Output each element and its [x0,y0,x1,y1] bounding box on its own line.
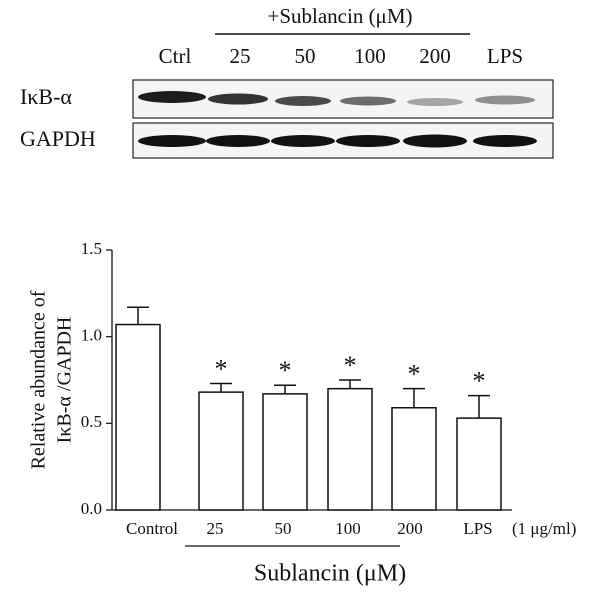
bands [138,91,537,148]
x-tick-label: 25 [207,519,224,538]
band [473,135,537,147]
significance-mark: * [279,356,292,385]
x-tick-label: Control [126,519,178,538]
lps-note: (1 μg/ml) [512,519,576,538]
bar [198,391,244,511]
y-tick-label: 1.0 [81,326,102,345]
treatment-label: +Sublancin (μM) [267,4,412,28]
significance-mark: * [215,354,228,383]
bar [262,393,308,511]
x-tick-label: 50 [275,519,292,538]
band [407,98,463,106]
band [336,135,400,147]
western-blot: +Sublancin (μM) IκB-α GAPDH [20,4,554,159]
x-tick-label: 200 [397,519,423,538]
lane-label: 100 [354,44,386,68]
bar [456,417,502,511]
band [403,134,467,148]
band [138,135,206,147]
row-label: GAPDH [20,126,96,151]
x-axis-label: Sublancin (μM) [254,561,406,587]
y-axis-label: IκB-α /GAPDH [54,317,76,444]
y-tick-label: 0.0 [81,499,102,518]
y-axis-label: Relative abundance of [28,290,50,469]
x-tick-label: LPS [463,519,492,538]
significance-mark: * [408,360,421,389]
bar [327,387,373,511]
x-tick-label: 100 [335,519,361,538]
lane-label: Ctrl [159,44,192,68]
row-label: IκB-α [20,84,72,109]
y-tick-label: 0.5 [81,412,102,431]
lane-label: 50 [295,44,316,68]
band [340,96,396,106]
band [271,135,335,147]
y-tick-label: 1.5 [81,239,102,258]
band [206,135,270,147]
bar [115,323,161,511]
lane-label: 200 [419,44,451,68]
band [475,95,535,105]
significance-mark: * [473,367,486,396]
band [208,93,268,105]
band [275,96,331,106]
band [138,91,206,103]
significance-mark: * [344,351,357,380]
lane-label: LPS [487,44,523,68]
bar [391,406,437,511]
lane-label: 25 [230,44,251,68]
